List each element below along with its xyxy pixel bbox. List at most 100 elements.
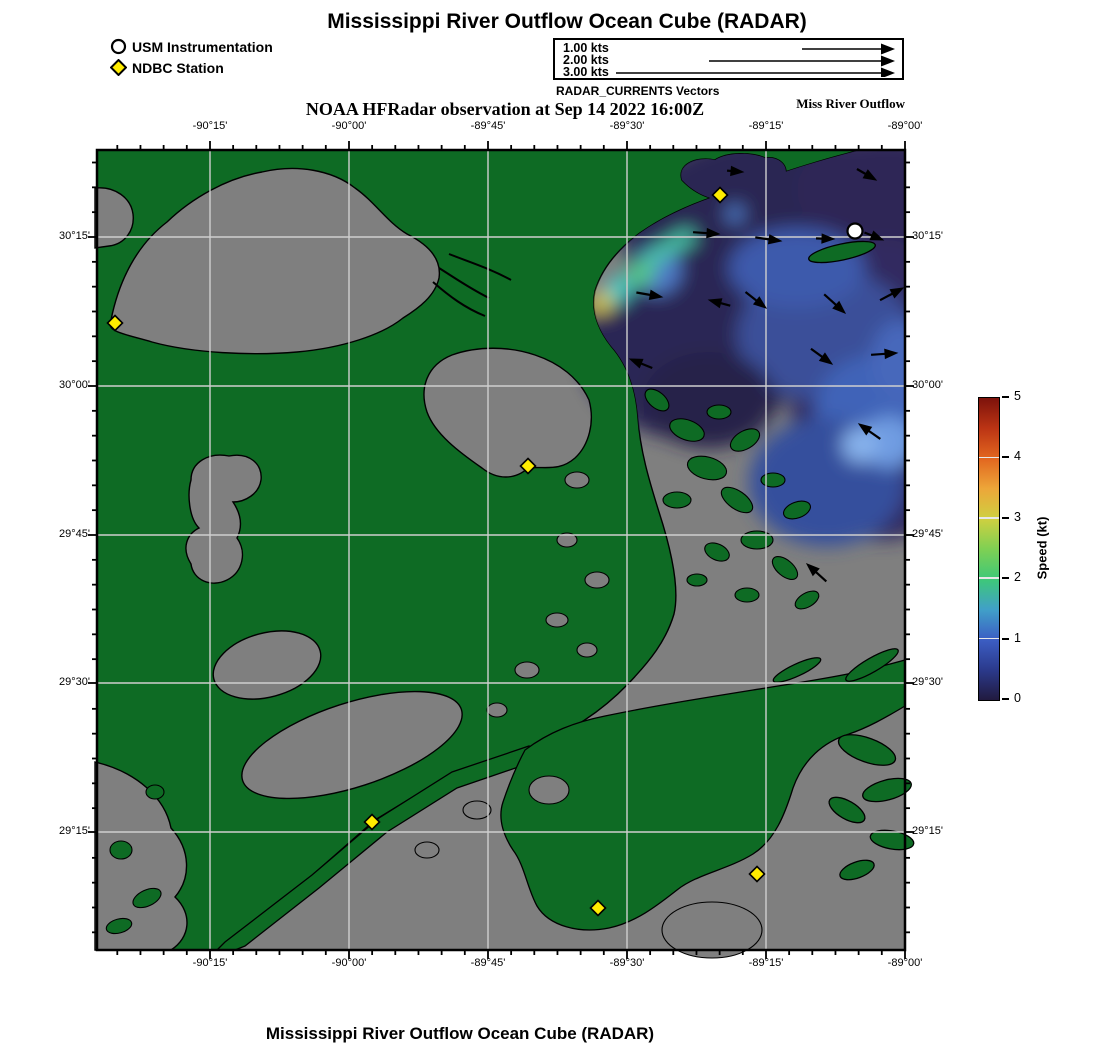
axis-tick-label: -90°15' [192, 120, 228, 132]
legend-label: NDBC Station [132, 59, 224, 76]
map-frame [95, 148, 907, 952]
marsh-ponds [414, 471, 763, 959]
axis-tick-label: -89°00' [887, 120, 923, 132]
colorbar-tick [1002, 516, 1009, 519]
current-vector-arrow [864, 230, 885, 241]
delta-landmass [500, 659, 906, 931]
axis-tick-label: 30°15' [912, 230, 943, 242]
scale-entry-label: 1.00 kts [563, 41, 609, 55]
ndbc-station-icon [748, 865, 766, 883]
page-title: Mississippi River Outflow Ocean Cube (RA… [327, 10, 807, 33]
colorbar-tick [1002, 577, 1009, 580]
colorbar-gridline [979, 456, 999, 459]
legend: USM Instrumentation NDBC Station [110, 36, 273, 78]
corner-marsh-water [94, 761, 188, 951]
axis-tick-label: 29°15' [59, 825, 90, 837]
axis-tick-label: 29°15' [912, 825, 943, 837]
ndbc-station-icon [106, 314, 124, 332]
axis-tick-label: 29°30' [59, 676, 90, 688]
axis-tick-label: -89°15' [748, 120, 784, 132]
scale-caption: RADAR_CURRENTS Vectors [556, 84, 720, 98]
grid-lines [97, 150, 905, 950]
colorbar-gridline [979, 577, 999, 579]
axis-tick-label: -89°45' [470, 957, 506, 969]
ndbc-station-icon [589, 899, 607, 917]
lake-pontchartrain [109, 167, 441, 355]
region-label: Miss River Outflow [796, 96, 905, 111]
current-vector-arrow [805, 563, 828, 583]
axis-tick-label: -89°45' [470, 120, 506, 132]
colorbar-gridline [979, 637, 999, 640]
current-vector-arrows [628, 165, 905, 583]
colorbar-gradient [978, 397, 1000, 701]
current-speed-field [581, 150, 905, 546]
axis-tick-label: 30°00' [912, 379, 943, 391]
current-vector-arrow [810, 347, 834, 365]
station-markers [106, 186, 864, 917]
colorbar-gridline [979, 517, 999, 519]
colorbar-tick [1002, 456, 1009, 459]
axis-tick-label: 29°45' [59, 528, 90, 540]
current-vector-arrow [755, 234, 783, 245]
current-vector-arrow [823, 293, 847, 314]
scale-arrows-icon [616, 43, 895, 77]
legend-item-usm: USM Instrumentation [110, 36, 273, 57]
ndbc-station-icon [519, 457, 537, 475]
scale-entry-label: 2.00 kts [563, 53, 609, 67]
colorbar-tick [1002, 698, 1009, 700]
island [862, 777, 912, 803]
marsh-lake [212, 630, 322, 700]
observation-subtitle: NOAA HFRadar observation at Sep 14 2022 … [305, 99, 705, 119]
island [808, 240, 876, 264]
current-vector-arrow [815, 233, 836, 244]
colorbar-tick-label: 1 [1014, 630, 1021, 645]
colorbar-tick-label: 2 [1014, 570, 1021, 585]
axis-tick-label: -90°00' [331, 120, 367, 132]
current-vector-arrow [692, 227, 721, 239]
land-overlays [105, 240, 915, 951]
axis-tick-label: 29°45' [912, 528, 943, 540]
axis-tick-label: -89°30' [609, 120, 645, 132]
current-vector-arrow [707, 298, 731, 309]
bottom-title: Mississippi River Outflow Ocean Cube (RA… [265, 1024, 655, 1043]
legend-item-ndbc: NDBC Station [110, 57, 273, 78]
colorbar-tick-label: 3 [1014, 509, 1021, 524]
axis-tick-label: 30°00' [59, 379, 90, 391]
island [839, 859, 875, 881]
current-vector-arrow [879, 287, 905, 302]
island [772, 657, 822, 683]
scale-entry-label: 3.00 kts [563, 65, 609, 79]
axis-tick-label: -89°15' [748, 957, 784, 969]
axis-tick-label: -90°00' [331, 957, 367, 969]
ndbc-station-icon [711, 186, 729, 204]
island [837, 734, 897, 766]
ndbc-marker-icon [110, 59, 127, 76]
channel-lines [432, 253, 512, 317]
current-vector-arrow [870, 348, 899, 360]
colorbar-tick-label: 0 [1014, 691, 1021, 705]
colorbar-tick [1002, 396, 1009, 398]
island [845, 648, 899, 682]
colorbar-tick [1002, 637, 1009, 640]
map-ticks [88, 141, 914, 959]
legend-label: USM Instrumentation [132, 38, 273, 55]
marsh-lake [241, 690, 463, 800]
island [828, 796, 866, 824]
ndbc-station-icon [363, 813, 381, 831]
usm-station-icon [846, 222, 864, 240]
colorbar-title: Speed (kt) [1034, 516, 1050, 580]
axis-tick-label: -89°30' [609, 957, 645, 969]
island [869, 829, 915, 851]
axis-tick-label: 29°30' [912, 676, 943, 688]
current-vector-arrow [628, 358, 653, 370]
axis-tick-label: 30°15' [59, 230, 90, 242]
corner-bay [94, 187, 134, 249]
map-plot [88, 141, 915, 959]
axis-tick-label: -89°00' [887, 957, 923, 969]
current-vector-arrow [726, 165, 745, 177]
colorbar-tick-label: 5 [1014, 389, 1021, 403]
colorbar-tick-label: 4 [1014, 449, 1021, 464]
current-vector-arrow [856, 168, 878, 181]
water-bodies [94, 149, 906, 951]
